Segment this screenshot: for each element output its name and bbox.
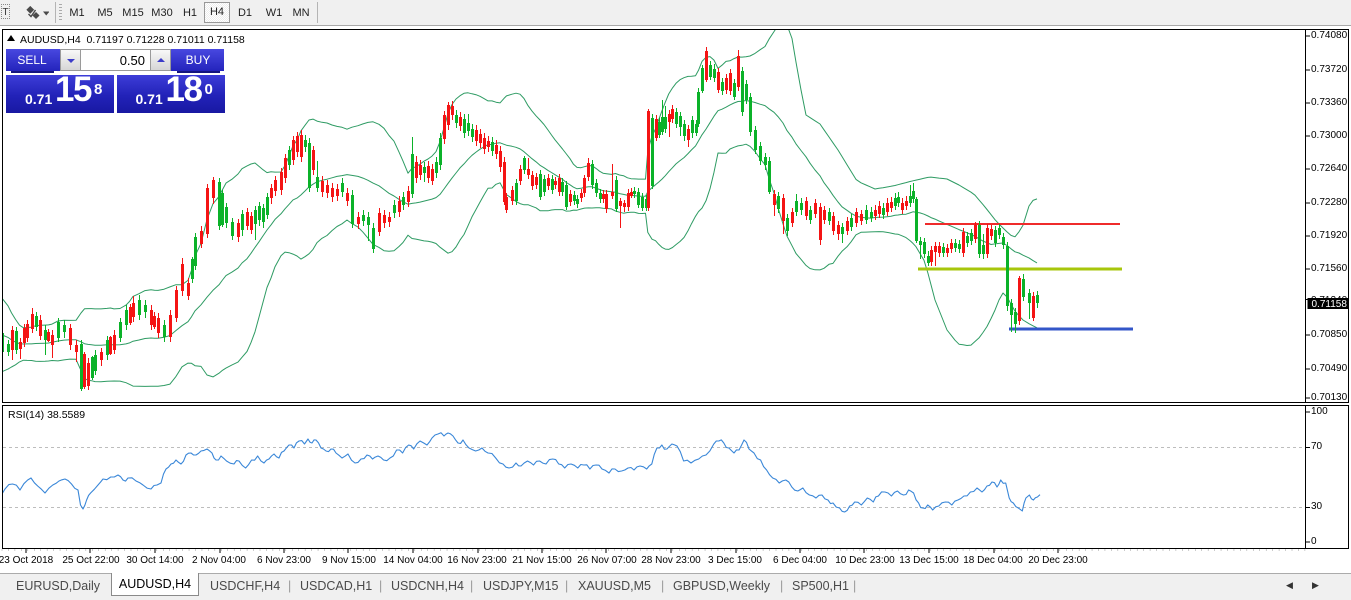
svg-text:0.71158: 0.71158 xyxy=(1312,299,1348,310)
